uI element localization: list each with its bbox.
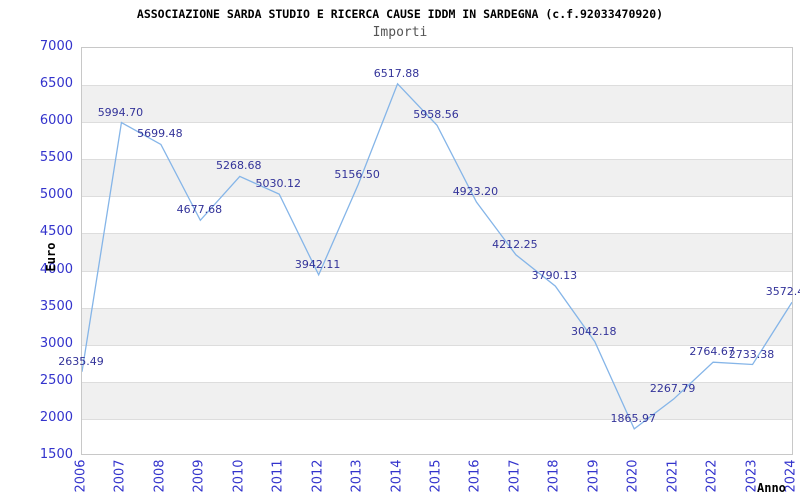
y-tick-label: 4500 [39,224,73,240]
point-label: 6517.88 [373,66,420,80]
point-label: 4923.20 [452,185,499,199]
x-tick-label: 2015 [428,459,444,493]
plot-band [82,85,792,123]
x-tick-label: 2011 [270,459,286,493]
y-tick-label: 1500 [39,447,73,462]
x-tick-label: 2021 [665,459,681,493]
grid-line [82,418,792,420]
chart-subtitle: Importi [372,25,428,40]
x-tick-label: 2006 [73,459,89,493]
x-tick-label: 2022 [704,459,720,493]
grid-line [82,344,792,346]
plot-area [81,47,793,455]
grid-line [82,270,792,272]
point-label: 3572.4 [765,285,800,299]
point-label: 5268.68 [216,159,262,173]
y-tick-label: 5000 [39,187,73,203]
point-label: 2635.49 [58,354,104,368]
y-tick-label: 2000 [39,409,73,425]
point-label: 3042.18 [571,324,617,338]
grid-line [82,381,792,383]
y-tick-label: 5500 [39,150,73,166]
x-tick-label: 2013 [349,459,365,493]
grid-line [82,122,792,124]
point-label: 5156.50 [334,167,380,181]
grid-line [82,159,792,161]
chart-title: ASSOCIAZIONE SARDA STUDIO E RICERCA CAUS… [136,7,664,21]
point-label: 4677.68 [176,203,223,217]
y-tick-label: 4000 [39,261,73,277]
point-label: 4212.25 [492,237,538,251]
x-tick-label: 2010 [231,459,247,493]
y-tick-label: 2500 [39,372,73,388]
x-tick-label: 2014 [389,459,405,493]
plot-band [82,381,792,419]
y-tick-label: 6500 [39,76,73,92]
point-label: 3790.13 [531,269,578,283]
plot-band [82,233,792,271]
y-tick-label: 6000 [39,113,73,129]
x-tick-label: 2018 [546,459,562,493]
point-label: 5030.12 [255,177,301,191]
x-tick-label: 2008 [152,459,168,493]
grid-line [82,196,792,198]
plot-band [82,159,792,197]
x-tick-label: 2012 [310,459,326,493]
grid-line [82,85,792,87]
y-tick-label: 3500 [39,298,73,314]
series-line [82,82,792,430]
plot-band [82,307,792,345]
x-tick-label: 2019 [586,459,602,493]
y-axis-title: Euro [44,242,58,272]
point-label: 1865.97 [610,411,656,425]
x-tick-label: 2007 [112,459,128,493]
point-label: 3942.11 [294,257,341,271]
point-label: 2267.79 [649,382,696,396]
grid-line [82,233,792,235]
point-label: 5699.48 [137,127,183,141]
x-axis-title: Anno [757,481,786,495]
y-tick-label: 7000 [39,39,73,54]
point-label: 2733.38 [728,347,775,361]
line-series [82,82,792,430]
x-tick-label: 2016 [467,459,483,493]
y-tick-label: 3000 [39,335,73,351]
x-tick-label: 2020 [625,459,641,493]
grid-line [82,307,792,309]
point-label: 2764.67 [689,345,735,359]
point-label: 5994.70 [97,105,144,119]
point-label: 5958.56 [413,108,459,122]
x-tick-label: 2009 [191,459,207,493]
x-tick-label: 2017 [507,459,523,493]
